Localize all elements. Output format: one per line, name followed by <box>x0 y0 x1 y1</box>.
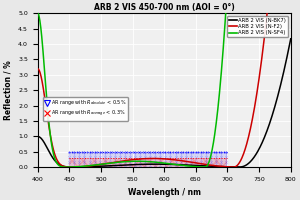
Title: ARB 2 VIS 450-700 nm (AOI = 0°): ARB 2 VIS 450-700 nm (AOI = 0°) <box>94 3 235 12</box>
Legend: AR range with $R_{absolute}$ < 0.5%, AR range with $R_{average}$ < 0.3%: AR range with $R_{absolute}$ < 0.5%, AR … <box>43 97 128 121</box>
X-axis label: Wavelength / nm: Wavelength / nm <box>128 188 201 197</box>
Y-axis label: Reflection / %: Reflection / % <box>4 60 13 120</box>
